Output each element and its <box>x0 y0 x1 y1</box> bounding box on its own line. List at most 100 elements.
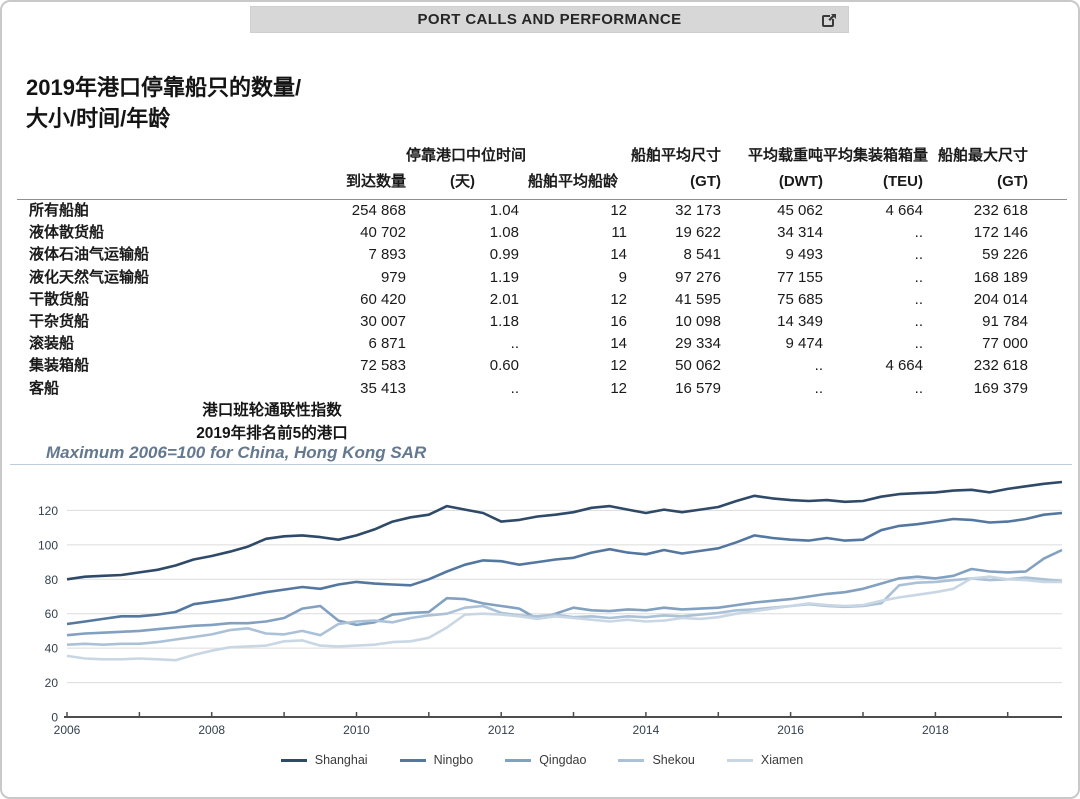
cell-value: 14 349 <box>777 312 823 330</box>
cell-value: .. <box>914 268 923 286</box>
cell-value: 1.18 <box>489 312 519 330</box>
table-row: 干散货船 60 420 2.01 12 41 595 75 685.. 204 014 <box>26 289 1028 311</box>
cell-value: 172 146 <box>973 224 1028 242</box>
svg-text:2010: 2010 <box>343 723 370 737</box>
cell-value: 50 062 <box>675 357 721 375</box>
chart-subtitle-rank: 2019年排名前5的港口 <box>196 425 348 442</box>
table-row: 液体石油气运输船 7 893 0.99 14 8 541 9 493.. 59 226 <box>26 244 1028 266</box>
cell-value: 254 868 <box>351 202 406 219</box>
svg-text:80: 80 <box>45 573 59 587</box>
svg-text:0: 0 <box>51 711 58 725</box>
column-header-2: 船舶平均船龄 <box>527 173 618 190</box>
cell-value: 14 <box>610 335 627 353</box>
cell-value: 41 595 <box>675 290 721 308</box>
cell-value: 9 <box>618 268 627 286</box>
svg-text:120: 120 <box>38 504 58 518</box>
svg-text:2018: 2018 <box>922 723 949 737</box>
cell-value: 2.01 <box>489 290 519 308</box>
svg-text:20: 20 <box>45 676 59 690</box>
cell-value: .. <box>914 224 923 242</box>
row-label: 液体石油气运输船 <box>29 246 150 264</box>
page-title-line1: 2019年港口停靠船只的数量/ <box>26 75 302 100</box>
cell-value: .. <box>510 335 519 353</box>
section-header-bar: PORT CALLS AND PERFORMANCE <box>250 6 849 33</box>
section-divider <box>10 464 1072 465</box>
row-label: 所有船舶 <box>29 202 90 219</box>
legend-swatch <box>399 758 426 762</box>
section-header-title: PORT CALLS AND PERFORMANCE <box>417 11 682 28</box>
row-label: 液化天然气运输船 <box>29 268 150 286</box>
table-row: 液化天然气运输船 979 1.19 9 97 276 77 155.. 168 189 <box>26 267 1028 289</box>
cell-value: .. <box>914 246 923 264</box>
cell-value: 1.04 <box>489 202 519 219</box>
table-row: 所有船舶 254 868 1.04 12 32 173 45 062 4 664 232 61… <box>26 200 1028 222</box>
cell-value: 72 583 <box>360 357 406 375</box>
cell-value: 232 618 <box>973 357 1028 375</box>
cell-value: 168 189 <box>973 268 1028 286</box>
connectivity-chart: 0 20 40 60 80 100 120 2006 2008 2010 2012 2014 2016 2… <box>2 466 1078 766</box>
cell-value: 91 784 <box>982 312 1028 330</box>
external-link-icon[interactable] <box>822 12 838 28</box>
cell-value: 9 474 <box>785 335 823 353</box>
cell-value: 45 062 <box>777 202 823 219</box>
cell-value: 11 <box>611 224 627 242</box>
cell-value: 34 314 <box>777 224 823 242</box>
port-calls-table: 到达数量 停靠港口中位时间 (天) 船舶平均船龄 船舶平均尺寸 (GT) 平均载重吨 (DWT… <box>17 144 1067 400</box>
cell-value: 169 379 <box>973 379 1028 397</box>
svg-text:2014: 2014 <box>633 723 660 737</box>
cell-value: 16 579 <box>675 379 721 397</box>
cell-value: 30 007 <box>360 312 406 330</box>
cell-value: 19 622 <box>675 224 721 242</box>
column-header-1: 停靠港口中位时间 (天) <box>406 147 527 190</box>
column-header-3: 船舶平均尺寸 (GT) <box>630 147 721 190</box>
legend-item-shanghai: Shanghai <box>280 753 368 767</box>
series-line-qingdao <box>66 548 1063 637</box>
header-spacer <box>26 144 306 196</box>
svg-text:2006: 2006 <box>54 723 81 737</box>
cell-value: 16 <box>610 312 627 330</box>
legend-swatch <box>280 758 307 762</box>
cell-value: 12 <box>610 290 627 308</box>
cell-value: 97 276 <box>675 268 721 286</box>
cell-value: 77 000 <box>982 335 1028 353</box>
legend-item-shekou: Shekou <box>618 753 695 767</box>
cell-value: 32 173 <box>675 202 721 219</box>
cell-value: 12 <box>610 379 627 397</box>
legend-item-ningbo: Ningbo <box>399 753 473 767</box>
legend-label: Shanghai <box>314 753 368 767</box>
cell-value: 232 618 <box>973 202 1028 219</box>
table-header-rule <box>17 199 1067 200</box>
table-body: 所有船舶 254 868 1.04 12 32 173 45 062 4 664 232 61… <box>26 200 1028 400</box>
cell-value: 8 541 <box>683 246 721 264</box>
page-title-line2: 大小/时间/年龄 <box>26 106 171 131</box>
svg-text:60: 60 <box>45 607 59 621</box>
cell-value: 4 664 <box>885 202 923 219</box>
column-header-6: 船舶最大尺寸 (GT) <box>937 147 1028 190</box>
chart-note: Maximum 2006=100 for China, Hong Kong SA… <box>46 443 427 462</box>
row-label: 液体散货船 <box>29 224 105 242</box>
cell-value: 60 420 <box>360 290 406 308</box>
row-label: 干杂货船 <box>29 312 90 330</box>
page-title: 2019年港口停靠船只的数量/ 大小/时间/年龄 <box>26 72 301 134</box>
cell-value: .. <box>914 335 923 353</box>
svg-text:2008: 2008 <box>198 723 225 737</box>
cell-value: 979 <box>380 268 406 286</box>
cell-value: 77 155 <box>777 268 823 286</box>
table-row: 滚装船 6 871.. 14 29 334 9 474.. 77 000 <box>26 333 1028 355</box>
cell-value: .. <box>914 290 923 308</box>
cell-value: 0.99 <box>489 246 519 264</box>
cell-value: 14 <box>610 246 627 264</box>
row-label: 集装箱船 <box>29 357 90 375</box>
cell-value: 10 098 <box>675 312 721 330</box>
cell-value: 7 893 <box>368 246 406 264</box>
svg-text:40: 40 <box>45 642 59 656</box>
chart-section-titles: 港口班轮通联性指数 2019年排名前5的港口 <box>2 399 542 445</box>
table-row: 集装箱船 72 583 0.60 12 50 062.. 4 664 232 618 <box>26 355 1028 377</box>
table-row: 液体散货船 40 702 1.08 11 19 622 34 314.. 172 146 <box>26 222 1028 244</box>
svg-text:100: 100 <box>38 538 58 552</box>
cell-value: 40 702 <box>360 224 406 242</box>
column-header-4: 平均载重吨 (DWT) <box>747 147 823 190</box>
cell-value: 29 334 <box>675 335 721 353</box>
cell-value: 1.19 <box>489 268 519 286</box>
